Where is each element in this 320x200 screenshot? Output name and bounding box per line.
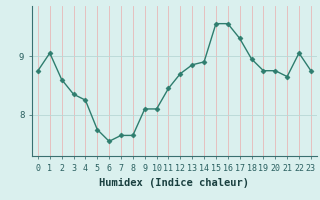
- X-axis label: Humidex (Indice chaleur): Humidex (Indice chaleur): [100, 178, 249, 188]
